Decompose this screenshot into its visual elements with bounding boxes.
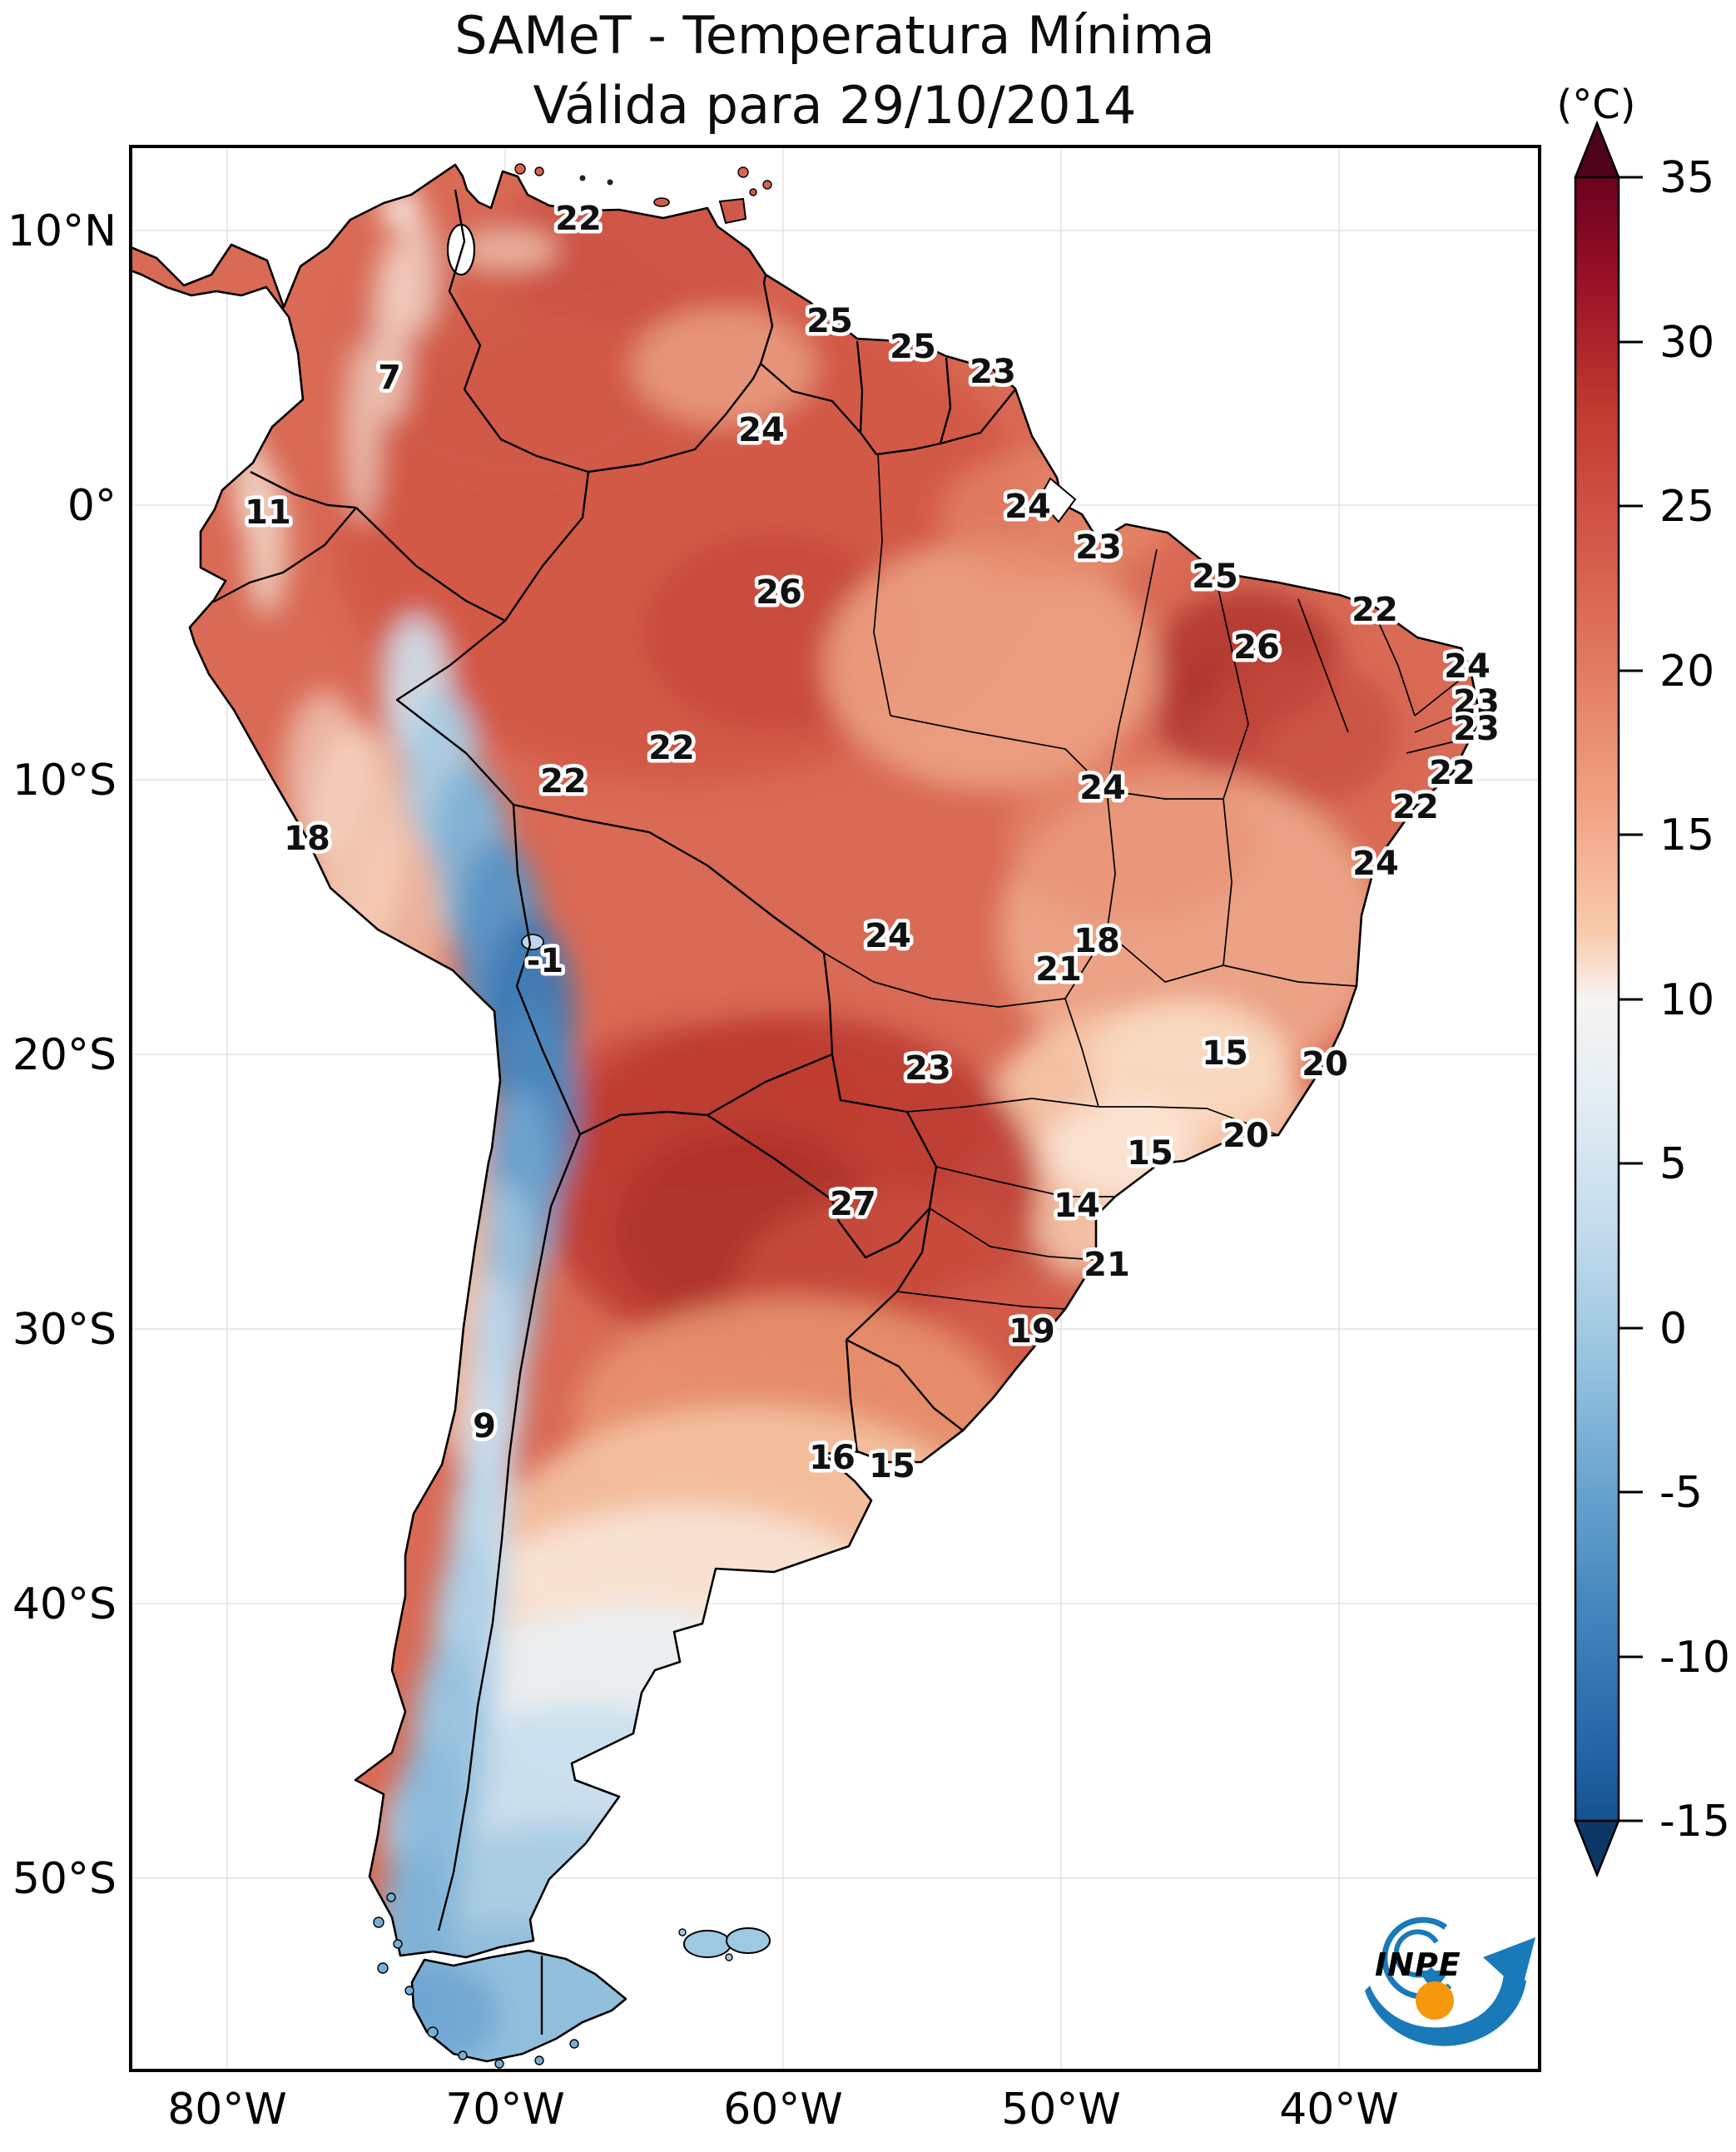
station-temperature-label: 15: [1127, 1134, 1173, 1173]
lat-tick-label: 30°S: [12, 1305, 117, 1355]
station-temperature-label: 15: [1202, 1034, 1248, 1073]
station-temperature-label: -1: [527, 942, 563, 980]
station-temperature-label: 25: [1192, 558, 1238, 596]
longitude-axis-labels: 80°W 70°W 60°W 50°W 40°W: [167, 2085, 1399, 2135]
colorbar-tick-label: 30: [1659, 318, 1714, 368]
station-temperature-label: 24: [1352, 845, 1399, 883]
lon-tick-label: 80°W: [167, 2085, 287, 2135]
lon-tick-label: 70°W: [445, 2085, 565, 2135]
colorbar-tick-label: -5: [1659, 1468, 1703, 1518]
colorbar-tick-label: 15: [1659, 811, 1714, 860]
inpe-logo: INPE: [1365, 1916, 1535, 2046]
inpe-logo-arrowhead-icon: [1483, 1937, 1535, 1992]
station-temperature-label: 20: [1302, 1045, 1348, 1083]
lat-tick-label: 0°: [67, 481, 117, 531]
station-temperature-label: 25: [806, 302, 853, 340]
colorbar-tick-label: 35: [1659, 153, 1714, 203]
colorbar-tick-label: 5: [1659, 1139, 1687, 1189]
caribbean-islands: [514, 163, 772, 225]
state-borders: [823, 453, 1477, 1310]
inpe-logo-text: INPE: [1375, 1946, 1461, 1983]
station-temperature-label: 24: [1079, 769, 1126, 807]
station-temperature-label: 22: [555, 200, 602, 238]
lat-tick-label: 20°S: [12, 1030, 117, 1080]
coastline-continent: [129, 163, 1479, 1959]
station-temperature-label: 23: [970, 353, 1016, 391]
inpe-logo-down-arrow-icon: [1418, 1971, 1450, 1992]
station-temperature-label: 22: [1352, 591, 1398, 629]
lat-tick-label: 40°S: [12, 1579, 117, 1629]
inpe-logo-swoosh-icon: [1365, 1974, 1526, 2046]
station-temperature-label: 22: [1392, 788, 1439, 826]
falkland-islands: [678, 1927, 771, 1961]
colorbar-tick-label: 0: [1659, 1304, 1687, 1354]
station-temperature-label: 16: [809, 1439, 856, 1477]
station-temperature-label: 19: [1009, 1312, 1055, 1351]
station-temperature-label: 23: [1453, 710, 1500, 748]
station-temperature-label: 22: [648, 729, 695, 767]
station-temperature-label: 22: [540, 762, 587, 801]
inpe-logo-inner-swirl-icon: [1393, 1929, 1439, 1978]
station-temperature-label: 27: [830, 1185, 876, 1223]
station-temperature-label: 26: [756, 573, 802, 612]
inpe-logo-orange-dot-icon: [1416, 1981, 1454, 2020]
station-temperature-label: 18: [1074, 922, 1120, 960]
latitude-axis-labels: 10°N 0° 10°S 20°S 30°S 40°S 50°S: [7, 206, 117, 1904]
station-temperature-label: 24: [1444, 647, 1490, 686]
colorbar-tick-label: 10: [1659, 975, 1714, 1025]
lat-tick-label: 50°S: [12, 1854, 117, 1904]
station-temperature-label: 18: [284, 820, 330, 858]
station-temperature-label: 24: [1004, 488, 1051, 526]
station-temperature-label: 9: [473, 1407, 496, 1445]
figure-title-line1: SAMeT - Temperatura Mínima: [454, 5, 1215, 66]
station-temperature-label: 23: [905, 1049, 951, 1088]
station-temperature-label: 21: [1035, 950, 1082, 989]
lon-tick-label: 50°W: [1001, 2085, 1121, 2135]
station-temperature-label: 14: [1054, 1187, 1100, 1225]
station-temperature-label: 24: [865, 917, 911, 955]
station-temperature-label: 24: [738, 411, 785, 449]
station-temperature-label: 26: [1233, 628, 1280, 667]
colorbar-tick-label: -15: [1659, 1797, 1730, 1847]
lon-tick-label: 60°W: [723, 2085, 843, 2135]
station-temperature-label: 20: [1223, 1117, 1269, 1155]
colorbar-top-arrow: [1574, 120, 1620, 179]
national-borders: [213, 189, 1016, 2035]
chilean-archipelago-islets: [373, 1892, 579, 2069]
colorbar-bar: [1574, 176, 1620, 1822]
lat-tick-label: 10°S: [12, 756, 117, 806]
station-temperature-label: 7: [378, 359, 401, 397]
station-temperature-label: 23: [1075, 528, 1122, 567]
lon-tick-label: 40°W: [1279, 2085, 1399, 2135]
colorbar-tick-label: 20: [1659, 647, 1714, 697]
station-temperature-label: 15: [869, 1447, 915, 1485]
coastline-tierra-del-fuego: [410, 1949, 627, 2063]
colorbar-bottom-arrow: [1574, 1819, 1620, 1878]
station-temperature-label: 21: [1084, 1246, 1130, 1284]
station-temperature-label: 23: [1453, 683, 1500, 721]
lat-tick-label: 10°N: [7, 206, 117, 256]
station-temperature-label: 22: [1429, 754, 1476, 792]
map-frame: [129, 145, 1541, 2072]
colorbar-ticks: 35 30 25 20 15 10 5 0 -5 -10 -15: [1619, 153, 1730, 1847]
colorbar: (°C) 35 30 25 20 15 10 5 0 -5 -10 -15: [1557, 82, 1730, 1878]
colorbar-tick-label: -10: [1659, 1633, 1730, 1683]
station-temperature-label: 25: [890, 328, 936, 366]
station-temperature-label: 11: [245, 493, 291, 532]
figure-title-line2: Válida para 29/10/2014: [533, 75, 1137, 136]
colorbar-tick-label: 25: [1659, 482, 1714, 532]
colorbar-unit-label: (°C): [1557, 82, 1636, 128]
